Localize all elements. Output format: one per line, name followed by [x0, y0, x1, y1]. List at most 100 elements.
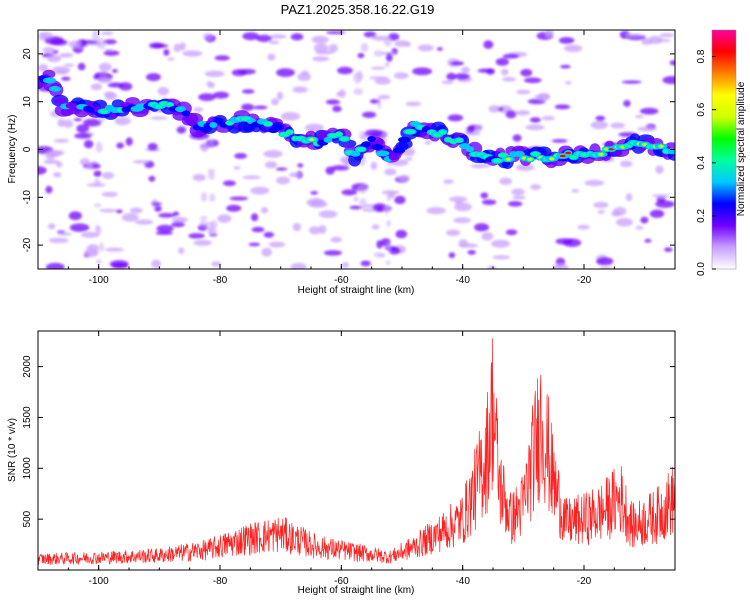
spectrogram-ridge-cell [598, 152, 604, 156]
spectrogram-noise-blob [156, 224, 174, 233]
spectrogram-noise-blob [248, 242, 261, 247]
spectrogram-noise-blob [83, 140, 94, 149]
spectrogram-ridge-cell [166, 102, 174, 107]
spectrogram-noise-blob [77, 62, 86, 71]
spectrogram-noise-blob [512, 134, 522, 142]
spectrogram-ridge-cell [658, 144, 664, 148]
spectrogram-noise-blob [552, 263, 569, 269]
spectrogram-noise-blob [377, 94, 391, 100]
spectrogram-noise-blob [102, 171, 114, 180]
spectrogram-noise-blob [376, 240, 383, 249]
spectrogram-noise-blob [311, 35, 329, 44]
spectrogram-ridge-cell [642, 142, 648, 146]
spectrogram-noise-blob [615, 217, 633, 227]
spectrogram-ridge-cell [340, 136, 349, 141]
spectrogram-noise-blob [501, 77, 517, 82]
spectrogram-noise-blob [205, 221, 214, 230]
spectrogram-noise-blob [42, 47, 56, 53]
spectrogram-noise-blob [499, 177, 513, 185]
spectrogram-noise-blob [241, 103, 255, 111]
spectrogram-noise-blob [384, 204, 390, 215]
spectrogram-noise-blob [529, 117, 542, 123]
spectrogram-ridge-cell [497, 153, 508, 158]
spectrogram-noise-blob [103, 39, 117, 45]
spectrogram-noise-blob [178, 247, 185, 255]
spectrogram-noise-blob [620, 160, 633, 168]
spectrogram-noise-blob [251, 226, 265, 233]
spectrogram-noise-blob [51, 150, 65, 156]
spectrogram-noise-blob [635, 225, 644, 230]
spectrogram-y-tick-label: 20 [22, 48, 33, 60]
spectrogram-noise-blob [229, 196, 249, 201]
spectrogram-noise-blob [487, 265, 497, 269]
spectrogram-noise-blob [370, 66, 386, 70]
spectrogram-noise-blob [470, 164, 491, 169]
spectrogram-noise-blob [426, 207, 446, 215]
spectrogram-noise-blob [276, 68, 295, 77]
spectrogram-ridge-cell [361, 141, 371, 148]
spectrogram-ridge-peak [559, 154, 566, 158]
spectrogram-noise-blob [63, 63, 75, 67]
spectrogram-noise-blob [56, 161, 63, 168]
spectrogram-ridge [38, 69, 675, 169]
spectrogram-ridge-halo [92, 99, 107, 109]
spectrogram-noise-blob [260, 207, 269, 214]
spectrogram-noise-blob [453, 217, 471, 224]
spectrogram-noise-blob [268, 241, 286, 248]
spectrogram-noise-blob [325, 166, 335, 175]
spectrogram-ridge-cell [49, 85, 61, 92]
spectrogram-noise-blob [151, 202, 162, 206]
spectrogram-noise-blob [292, 86, 308, 93]
spectrogram-noise-blob [172, 211, 180, 217]
snr-y-tick-label: 500 [22, 510, 33, 527]
spectrogram-noise-blob [338, 89, 346, 98]
spectrogram-noise-blob [357, 185, 368, 194]
spectrogram-x-tick-label: -40 [455, 275, 470, 286]
spectrogram-noise-blob [541, 116, 555, 121]
spectrogram-noise-blob [361, 111, 377, 118]
spectrogram-noise-blob [669, 60, 675, 66]
spectrogram-noise-blob [167, 57, 175, 61]
spectrogram-noise-blob [38, 166, 47, 175]
spectrogram-noise-blob [474, 223, 490, 232]
spectrogram-ridge-cell [335, 132, 343, 137]
snr-y-tick-label: 1000 [22, 457, 33, 480]
spectrogram-noise-blob [341, 262, 349, 268]
spectrogram-noise-blob [651, 194, 670, 198]
colorbar: 0.0 0.2 0.4 0.6 0.8 Normalized spectral ampl… [696, 29, 747, 276]
spectrogram-ridge-cell [549, 157, 555, 161]
spectrogram-noise-blob [261, 247, 272, 257]
spectrogram-noise-blob [505, 229, 518, 236]
spectrogram-noise-blob [551, 139, 568, 143]
spectrogram-noise-blob [99, 208, 118, 213]
spectrogram-ridge-cell [493, 158, 502, 163]
spectrogram-noise-blob [584, 179, 605, 187]
spectrogram-noise-blob [446, 72, 457, 81]
spectrogram-noise-blob [360, 260, 371, 267]
spectrogram-x-tick-label: -80 [213, 275, 228, 286]
spectrogram-noise-blob [370, 161, 378, 170]
spectrogram-xlabel: Height of straight line (km) [298, 285, 415, 296]
spectrogram-noise-blob [69, 223, 90, 232]
spectrogram-y-tick-label: 0 [22, 146, 33, 152]
spectrogram-noise-blob [207, 228, 215, 233]
spectrogram-noise-blob [292, 223, 302, 232]
spectrogram-noise-blob [309, 226, 321, 235]
spectrogram-noise-blob [634, 114, 645, 119]
colorbar-tick-label: 0.4 [696, 155, 707, 169]
spectrogram-noise-blob [263, 150, 283, 158]
spectrogram-noise-blob [577, 224, 590, 230]
spectrogram-noise-blob [625, 193, 633, 202]
spectrogram-noise-blob [56, 70, 68, 75]
spectrogram-noise-blob [129, 207, 143, 214]
spectrogram-noise-blob [188, 233, 205, 239]
spectrogram-noise-blob [454, 73, 470, 80]
spectrogram-noise-blob [233, 166, 241, 170]
spectrogram-noise-blob [313, 198, 321, 206]
spectrogram-noise-blob [171, 216, 188, 223]
spectrogram-noise-blob [596, 256, 614, 266]
spectrogram-noise-blob [154, 205, 162, 212]
spectrogram-noise-blob [595, 115, 606, 122]
snr-x-axis: -100 -80 -60 -40 -20 [37, 331, 676, 587]
spectrogram-ridge-cell [263, 121, 273, 126]
